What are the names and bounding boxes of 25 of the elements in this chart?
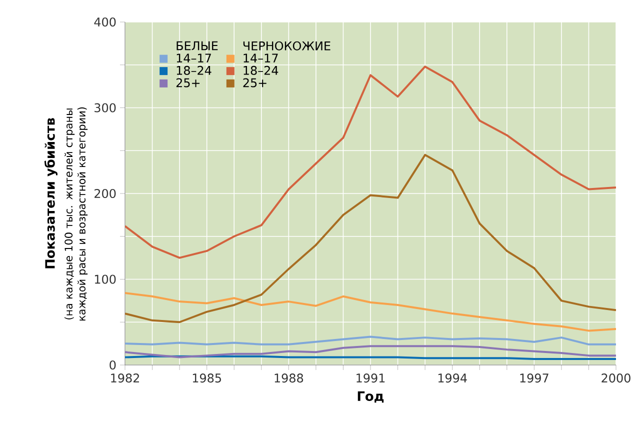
y-tick-label: 300: [94, 103, 116, 112]
y-tick-label: 200: [94, 188, 116, 198]
legend-label: 18–24: [244, 66, 278, 75]
annotation: БЕЛЫЕ: [176, 41, 218, 50]
line-series: [125, 154, 616, 324]
x-tick-label: 1982: [111, 374, 140, 383]
y-tick-label: 400: [94, 17, 116, 27]
text: (на каждые 100 тыс. жителей страны каждой расы и возрастной категории): [64, 107, 88, 321]
x-tick-label: 1994: [438, 374, 467, 383]
line-series: [125, 292, 616, 332]
x-tick-label: 1988: [274, 374, 304, 383]
x-tick-label: 1991: [356, 374, 385, 383]
legend-label: 18–24: [176, 66, 212, 75]
legend-label: 14–17: [176, 54, 211, 62]
x-tick-label: 1985: [192, 374, 221, 383]
legend-label: 25+: [243, 78, 266, 88]
legend-label: 25+: [176, 78, 200, 88]
y-tick-label: 0: [110, 360, 116, 370]
x-axis-title: Год: [358, 391, 384, 403]
annotation: ЧЕРНОКОЖИЕ: [243, 41, 330, 50]
x-tick-label: 1997: [520, 374, 548, 383]
y-axis-title: Показатели убийств: [44, 118, 58, 268]
y-tick-label: 100: [94, 274, 116, 284]
legend-label: 14–17: [244, 54, 278, 62]
x-tick-label: 2000: [602, 374, 630, 383]
